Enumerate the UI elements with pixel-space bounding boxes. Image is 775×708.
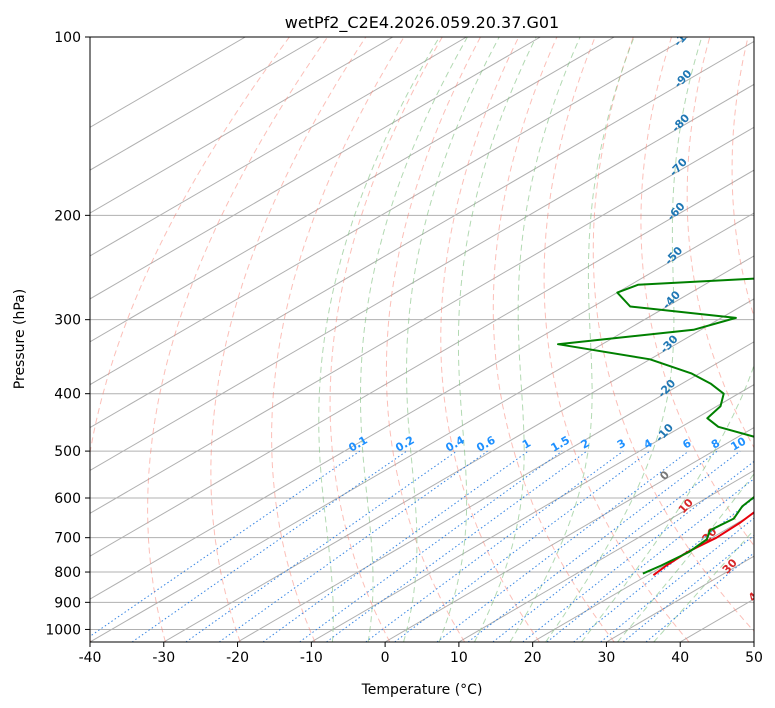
temperature-profile-line xyxy=(652,511,754,577)
moist-adiabat xyxy=(318,37,440,642)
x-tick-label: 50 xyxy=(745,650,763,666)
isotherm-line xyxy=(458,469,754,642)
y-axis-label: Pressure (hPa) xyxy=(12,289,28,389)
mixing-ratio-line xyxy=(436,450,690,642)
mixing-ratio-line xyxy=(218,450,488,642)
isotherm-line xyxy=(90,37,615,343)
moist-adiabat xyxy=(509,37,635,642)
moist-adiabat xyxy=(545,37,703,642)
mixing-ratio-line xyxy=(185,450,458,642)
x-axis-label: Temperature (°C) xyxy=(361,682,483,698)
mixing-ratio-label: 3 xyxy=(615,437,628,452)
isotherm-line xyxy=(90,37,246,128)
chart-title: wetPf2_C2E4.2026.059.20.37.G01 xyxy=(285,13,559,33)
mixing-ratio-line xyxy=(622,534,754,642)
mixing-ratio-line xyxy=(299,450,563,642)
isotherm-line xyxy=(90,37,467,257)
isotherm-line xyxy=(90,37,689,386)
mixing-ratio-line xyxy=(600,517,754,642)
x-tick-label: -10 xyxy=(300,650,323,666)
isotherm-line xyxy=(753,641,754,642)
isotherm-line xyxy=(163,298,754,642)
isotherm-line xyxy=(384,426,754,642)
y-tick-label: 300 xyxy=(54,313,81,329)
y-tick-label: 400 xyxy=(54,387,81,403)
mixing-ratio-line xyxy=(90,450,361,637)
mixing-ratio-line xyxy=(365,450,624,642)
mixing-ratio-label: 13 xyxy=(756,435,775,454)
x-tick-label: 30 xyxy=(598,650,616,666)
x-tick-label: 0 xyxy=(381,650,390,666)
dry-adiabat xyxy=(543,37,690,642)
plot-area: 0.10.20.40.611.52346810131620253036-100-… xyxy=(90,20,775,642)
dry-adiabat xyxy=(731,37,754,319)
y-tick-label: 700 xyxy=(54,531,81,547)
isotherm-line xyxy=(90,126,754,514)
mixing-ratio-label: 8 xyxy=(709,437,722,452)
moist-adiabat xyxy=(617,473,754,642)
dry-adiabat xyxy=(440,37,540,642)
moist-adiabat xyxy=(403,37,500,642)
dry-adiabat xyxy=(492,37,615,642)
dry-adiabat xyxy=(329,37,443,642)
mixing-ratio-line xyxy=(492,450,741,642)
x-tick-label: -30 xyxy=(152,650,175,666)
mixing-ratio-line xyxy=(262,450,529,642)
isotherm-line xyxy=(90,37,541,300)
hot-isotherm-label: 30 xyxy=(720,556,740,576)
moist-adiabat xyxy=(360,37,468,642)
isotherm-line xyxy=(90,212,754,600)
isotherm-line xyxy=(90,40,754,429)
y-tick-label: 800 xyxy=(54,565,81,581)
mixing-ratio-line xyxy=(645,552,754,642)
x-tick-label: -20 xyxy=(226,650,249,666)
isotherm-line xyxy=(90,37,394,214)
y-tick-label: 1000 xyxy=(45,622,81,638)
dry-adiabat xyxy=(147,37,329,642)
y-tick-label: 900 xyxy=(54,595,81,611)
dry-adiabat xyxy=(90,37,290,642)
x-tick-label: -40 xyxy=(79,650,102,666)
x-tick-label: 40 xyxy=(671,650,689,666)
mixing-ratio-label: 1 xyxy=(520,437,533,452)
hot-isotherm-label: 10 xyxy=(676,496,696,516)
mixing-ratio-line xyxy=(522,460,754,642)
mixing-ratio-line xyxy=(326,450,588,642)
dry-adiabat xyxy=(210,37,367,642)
plot-frame xyxy=(89,36,755,643)
mixing-ratio-line xyxy=(131,450,407,642)
mixing-ratio-line xyxy=(573,497,754,642)
dewpoint-profile-line xyxy=(557,277,754,575)
mixing-ratio-line xyxy=(394,450,651,642)
y-tick-label: 600 xyxy=(54,491,81,507)
dry-adiabat xyxy=(271,37,405,642)
isotherm-label: -100 xyxy=(671,20,700,49)
isotherm-line xyxy=(90,37,320,171)
isotherm-line xyxy=(90,169,754,557)
isotherm-line xyxy=(237,341,754,642)
dry-adiabat xyxy=(385,37,481,642)
x-tick-label: 10 xyxy=(450,650,468,666)
dry-adiabat xyxy=(592,37,754,632)
x-tick-label: 20 xyxy=(524,650,542,666)
mixing-ratio-label: 6 xyxy=(680,436,693,451)
y-tick-label: 500 xyxy=(54,444,81,460)
isotherm-line xyxy=(679,598,754,642)
isotherm-line xyxy=(311,384,754,642)
y-tick-label: 100 xyxy=(54,30,81,46)
dry-adiabat xyxy=(686,37,754,449)
isotherm-line xyxy=(532,512,754,642)
hot-isotherm-label: 40 xyxy=(746,584,766,604)
moist-adiabat xyxy=(438,37,537,642)
hot-isotherm-label: 0 xyxy=(657,468,672,483)
isotherm-line xyxy=(90,83,754,472)
y-tick-label: 200 xyxy=(54,208,81,224)
moist-adiabat xyxy=(473,37,581,642)
